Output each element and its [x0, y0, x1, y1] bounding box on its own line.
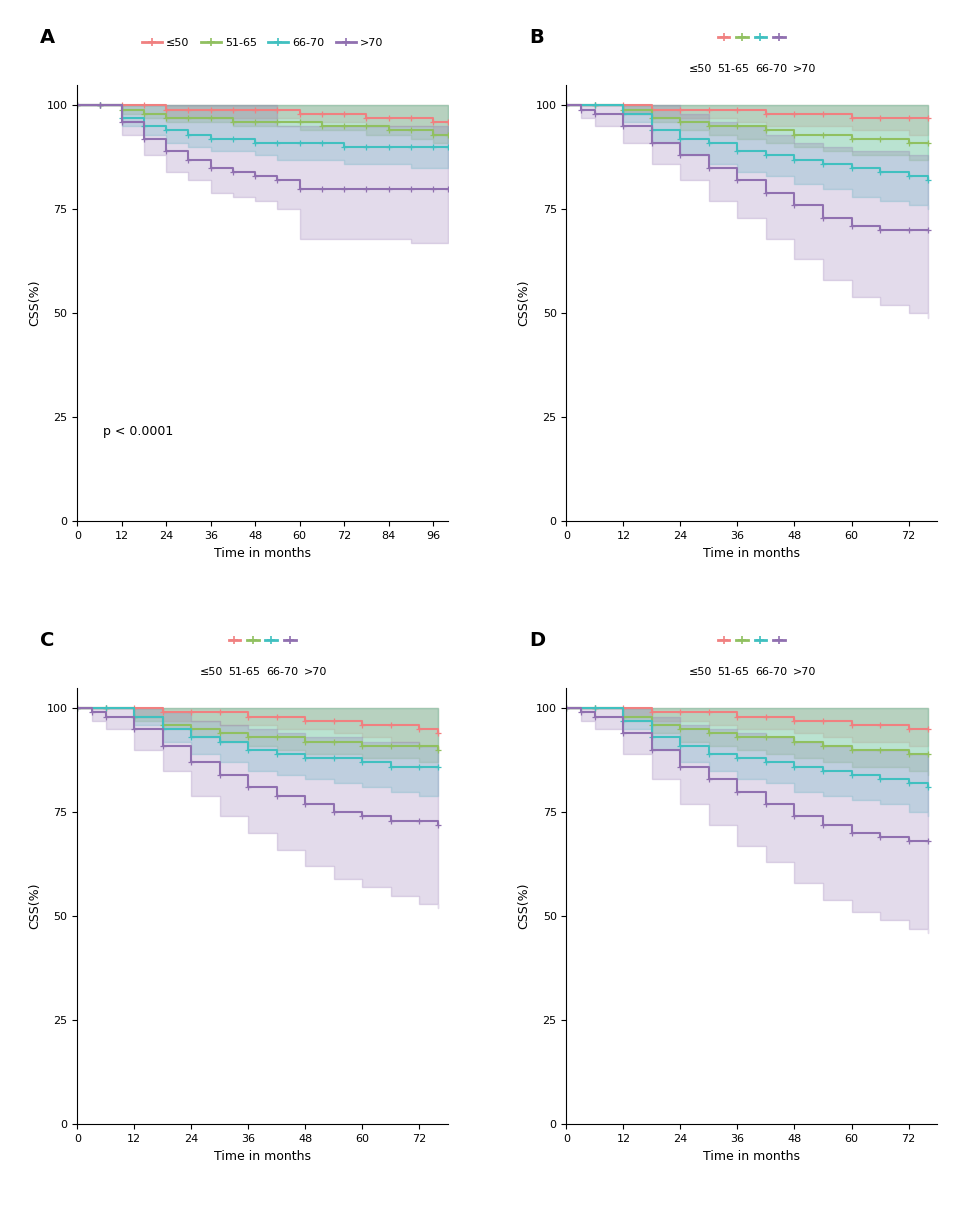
X-axis label: Time in months: Time in months [703, 1150, 800, 1163]
Text: p < 0.0001: p < 0.0001 [103, 426, 174, 439]
Y-axis label: CSS(%): CSS(%) [517, 279, 530, 326]
Text: C: C [41, 631, 55, 649]
Legend: ≤50, 51-65, 66-70, >70: ≤50, 51-65, 66-70, >70 [137, 34, 388, 52]
X-axis label: Time in months: Time in months [214, 1150, 311, 1163]
X-axis label: Time in months: Time in months [703, 546, 800, 560]
Text: B: B [529, 28, 544, 47]
Text: A: A [41, 28, 55, 47]
Legend: ≤50, 51-65, 66-70, >70: ≤50, 51-65, 66-70, >70 [683, 663, 820, 682]
Legend: ≤50, 51-65, 66-70, >70: ≤50, 51-65, 66-70, >70 [194, 663, 331, 682]
Y-axis label: CSS(%): CSS(%) [517, 883, 530, 930]
Y-axis label: CSS(%): CSS(%) [28, 883, 41, 930]
Legend: ≤50, 51-65, 66-70, >70: ≤50, 51-65, 66-70, >70 [683, 59, 820, 79]
Y-axis label: CSS(%): CSS(%) [28, 279, 41, 326]
X-axis label: Time in months: Time in months [214, 546, 311, 560]
Text: D: D [529, 631, 546, 649]
